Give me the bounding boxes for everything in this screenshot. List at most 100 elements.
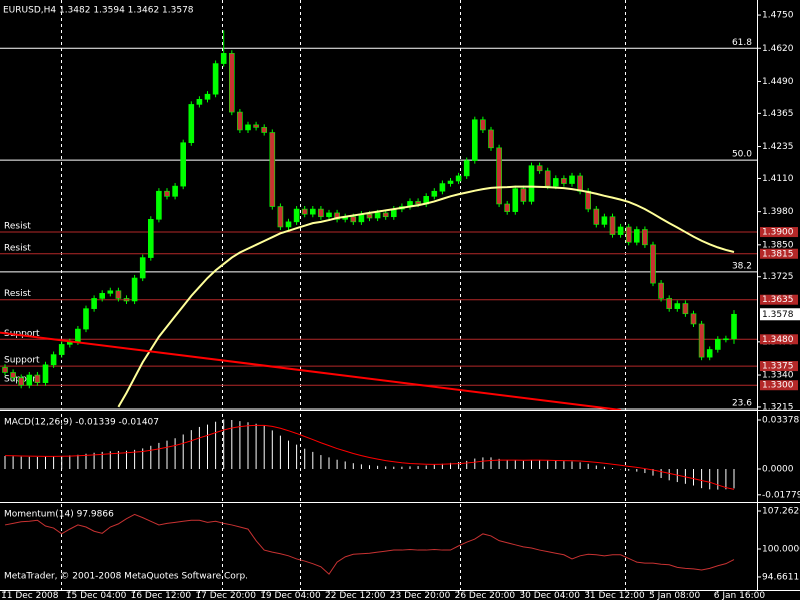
candle-body xyxy=(561,178,567,184)
y-tick-label: 1.3340 xyxy=(762,371,794,381)
candle-body xyxy=(188,104,195,144)
candle-body xyxy=(237,111,243,131)
candle-body xyxy=(569,175,575,184)
main-plot: 61.8 50.0 38.2 23.6 Resist Resist Resist Suppor… xyxy=(0,30,757,410)
candle-body xyxy=(447,180,454,184)
price-level-label: 1.3480 xyxy=(762,335,794,345)
candle-body xyxy=(642,229,648,246)
candle-body xyxy=(666,298,673,309)
price-level-name: Resist xyxy=(4,289,31,299)
x-tick-label: 30 Dec 04:00 xyxy=(519,591,580,600)
last-price-label: 1.3578 xyxy=(762,310,794,320)
macd-signal xyxy=(4,424,735,490)
x-tick-label: 19 Dec 04:00 xyxy=(260,591,321,600)
candle-body xyxy=(326,212,332,218)
y-tick-label: 100.0000 xyxy=(762,545,800,555)
candle-body xyxy=(318,208,324,218)
moving-average xyxy=(117,185,735,408)
candle-body xyxy=(18,377,25,386)
candle-body xyxy=(366,213,373,219)
symbol-header: EURUSD,H4 1.3482 1.3594 1.3462 1.3578 xyxy=(3,6,194,16)
candle-body xyxy=(609,216,616,235)
candle-body xyxy=(58,344,65,355)
candle-body xyxy=(139,257,146,279)
panel-title: Momentum(14) 97.9866 xyxy=(4,510,114,520)
candle-body xyxy=(75,328,81,343)
fib-level-label: 23.6 xyxy=(732,398,752,408)
price-level-name: Support xyxy=(4,329,40,339)
candle-body xyxy=(115,290,122,299)
price-level-box xyxy=(760,248,798,259)
candle-body xyxy=(625,226,632,243)
candle-body xyxy=(172,185,178,197)
candle-body xyxy=(382,212,389,218)
x-tick-label: 26 Dec 20:00 xyxy=(455,591,516,600)
candle-body xyxy=(261,127,268,133)
candle-body xyxy=(480,119,486,131)
fib-level-label: 61.8 xyxy=(732,38,752,48)
y-tick-label: 0.03378 xyxy=(762,416,799,426)
y-tick-label: -0.01779 xyxy=(762,490,800,500)
y-tick-label: 1.3215 xyxy=(762,402,794,412)
candle-body xyxy=(577,175,583,192)
candle-body xyxy=(164,190,170,197)
period-separators xyxy=(61,0,626,590)
candle-body xyxy=(650,244,656,284)
candle-body xyxy=(180,142,186,187)
candle-body xyxy=(220,53,227,64)
candle-body xyxy=(309,208,316,215)
copyright: MetaTrader, © 2001-2008 MetaQuotes Softw… xyxy=(4,572,248,582)
candle-body xyxy=(674,303,681,309)
x-tick-label: 16 Dec 12:00 xyxy=(131,591,192,600)
candle-body xyxy=(682,303,689,315)
candle-body xyxy=(455,175,462,182)
candle-body xyxy=(544,170,551,187)
price-level-label: 1.3815 xyxy=(762,249,794,259)
price-level-name: Support xyxy=(4,356,40,366)
y-tick-label: 1.3980 xyxy=(762,207,794,217)
candle-body xyxy=(552,178,559,187)
price-level-box xyxy=(760,227,798,238)
candle-body xyxy=(123,298,130,302)
candle-body xyxy=(633,229,640,243)
candle-body xyxy=(512,188,519,212)
candle-body xyxy=(26,374,33,386)
plot-layer: 61.8 50.0 38.2 23.6 Resist Resist Resist Suppor… xyxy=(0,11,800,600)
y-tick-label: 94.6611 xyxy=(762,572,799,582)
candle-body xyxy=(253,124,259,128)
price-level-label: 1.3300 xyxy=(762,381,794,391)
candle-body xyxy=(83,308,89,330)
candle-body xyxy=(196,99,203,105)
candle-body xyxy=(293,208,300,223)
y-tick-label: 1.4750 xyxy=(762,11,794,21)
candle-body xyxy=(488,129,494,149)
candle-body xyxy=(148,218,154,258)
candle-body xyxy=(528,165,535,202)
candle-body xyxy=(601,216,608,225)
candle-body xyxy=(269,132,276,207)
candle-body xyxy=(34,374,41,383)
x-tick-label: 11 Dec 2008 xyxy=(1,591,59,600)
price-level-box xyxy=(760,334,798,345)
candle-body xyxy=(415,201,421,205)
candle-body xyxy=(131,277,138,302)
candle-body xyxy=(585,190,592,210)
candle-body xyxy=(536,165,543,172)
candle-body xyxy=(2,367,8,373)
candle-body xyxy=(439,183,446,192)
candle-body xyxy=(723,338,729,341)
y-tick-label: 1.4490 xyxy=(762,77,794,87)
candle-body xyxy=(350,216,357,223)
x-tick-label: 6 Jan 16:00 xyxy=(714,591,766,600)
candle-body xyxy=(245,124,251,131)
y-tick-label: 1.3725 xyxy=(762,272,794,282)
candle-body xyxy=(374,212,381,219)
y-tick-label: 1.4620 xyxy=(762,44,794,54)
candle-body xyxy=(212,63,219,95)
x-tick-label: 23 Dec 20:00 xyxy=(390,591,451,600)
candle-body xyxy=(593,208,600,225)
candle-body xyxy=(277,206,284,228)
panel-title: MACD(12,26,9) -0.01339 -0.01407 xyxy=(4,418,159,428)
